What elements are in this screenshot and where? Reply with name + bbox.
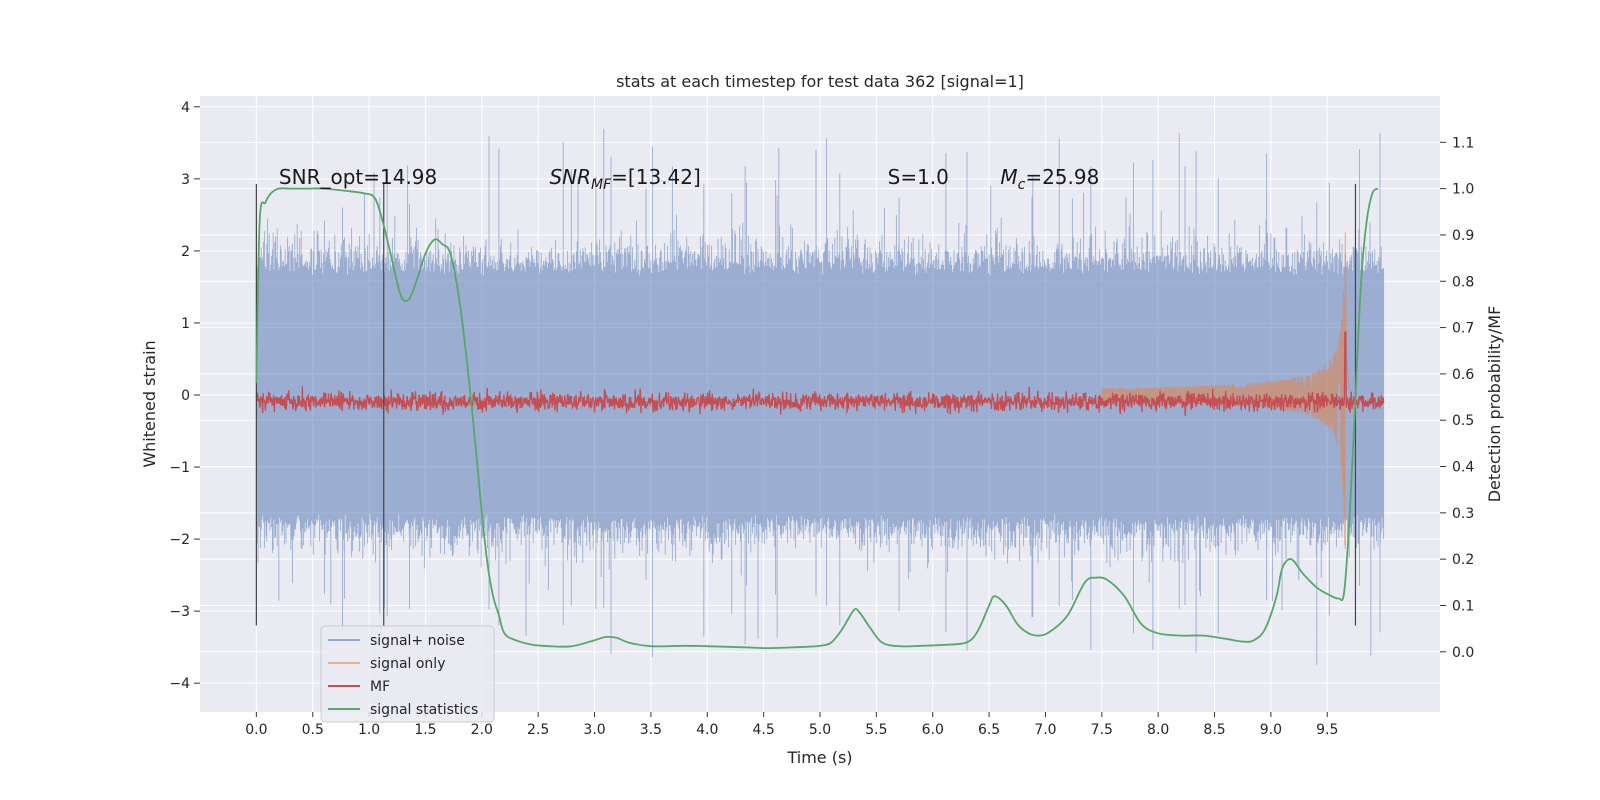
x-tick-label-0: 0.0 bbox=[245, 722, 267, 738]
y-tick-label-1: 3 bbox=[181, 172, 190, 188]
annotation-3: Mc=25.98 bbox=[1000, 165, 1099, 193]
x-tick-label-17: 8.5 bbox=[1203, 722, 1225, 738]
x-tick-label-10: 5.0 bbox=[809, 722, 831, 738]
y2-tick-label-8: 0.3 bbox=[1452, 506, 1474, 522]
x-tick-label-19: 9.5 bbox=[1316, 722, 1338, 738]
y-tick-label-8: −4 bbox=[169, 676, 190, 692]
y-tick-label-3: 1 bbox=[181, 316, 190, 332]
signal-statistics-line bbox=[255, 187, 1379, 650]
x-tick-label-8: 4.0 bbox=[696, 722, 718, 738]
y2-tick-label-10: 0.1 bbox=[1452, 598, 1474, 614]
annotation-1-subscript: MF bbox=[591, 177, 612, 193]
y2-axis-ticks: 1.1 1.0 0.9 0.8 0.7 0.6 0.5 0.4 0.3 0.2 0.1 0.0 bbox=[1440, 135, 1474, 661]
y-tick-label-4: 0 bbox=[181, 388, 190, 404]
y2-tick-label-11: 0.0 bbox=[1452, 645, 1474, 661]
annotation-2: S=1.0 bbox=[888, 165, 949, 189]
y-tick-label-5: −1 bbox=[169, 460, 190, 476]
y-tick-label-6: −2 bbox=[169, 532, 190, 548]
y2-axis-label: Detection probability/MF bbox=[1485, 306, 1504, 503]
x-tick-label-16: 8.0 bbox=[1147, 722, 1169, 738]
x-tick-label-7: 3.5 bbox=[640, 722, 662, 738]
annotation-3-subscript: c bbox=[1018, 177, 1026, 193]
annotation-1: SNRMF=[13.42] bbox=[549, 165, 700, 193]
annotation-0-main: SNR_opt=14.98 bbox=[279, 165, 437, 189]
x-tick-label-1: 0.5 bbox=[302, 722, 324, 738]
legend-label-signal-noise: signal+ noise bbox=[370, 633, 465, 649]
annotation-3-value: =25.98 bbox=[1025, 165, 1099, 189]
x-tick-label-12: 6.0 bbox=[922, 722, 944, 738]
legend-label-signal-statistics: signal statistics bbox=[370, 702, 478, 718]
annotation-2-main: S bbox=[888, 165, 901, 189]
y-tick-label-0: 4 bbox=[181, 100, 190, 116]
series-signal-statistics bbox=[255, 187, 1379, 650]
y-axis-ticks: 4 3 2 1 0 −1 −2 −3 −4 bbox=[169, 100, 200, 692]
y-axis-label: Whitened strain bbox=[140, 340, 159, 467]
annotation-1-main: SNR bbox=[549, 165, 591, 189]
annotation-2-value: =1.0 bbox=[900, 165, 949, 189]
y2-tick-label-2: 0.9 bbox=[1452, 228, 1474, 244]
y2-tick-label-5: 0.6 bbox=[1452, 367, 1474, 383]
x-tick-label-2: 1.0 bbox=[358, 722, 380, 738]
x-tick-label-14: 7.0 bbox=[1034, 722, 1056, 738]
x-tick-label-4: 2.0 bbox=[471, 722, 493, 738]
y2-tick-label-9: 0.2 bbox=[1452, 552, 1474, 568]
series-mf bbox=[255, 331, 1385, 417]
x-tick-label-6: 3.0 bbox=[583, 722, 605, 738]
annotations: SNR_opt=14.98 SNRMF=[13.42] S=1.0 Mc=25.98 bbox=[279, 165, 1099, 193]
legend-label-mf: MF bbox=[370, 679, 390, 695]
y2-tick-label-1: 1.0 bbox=[1452, 182, 1474, 198]
annotation-0: SNR_opt=14.98 bbox=[279, 165, 437, 189]
y2-tick-label-3: 0.8 bbox=[1452, 274, 1474, 290]
x-tick-label-11: 5.5 bbox=[865, 722, 887, 738]
y2-tick-label-0: 1.1 bbox=[1452, 135, 1474, 151]
x-tick-label-13: 6.5 bbox=[978, 722, 1000, 738]
x-tick-label-9: 4.5 bbox=[753, 722, 775, 738]
x-axis-label: Time (s) bbox=[786, 748, 852, 767]
y-tick-label-7: −3 bbox=[169, 604, 190, 620]
annotation-1-value: =[13.42] bbox=[611, 165, 701, 189]
legend-label-signal-only: signal only bbox=[370, 656, 445, 672]
mf-line bbox=[255, 331, 1385, 417]
y2-tick-label-4: 0.7 bbox=[1452, 321, 1474, 337]
x-tick-label-18: 9.0 bbox=[1260, 722, 1282, 738]
x-tick-label-3: 1.5 bbox=[414, 722, 436, 738]
y2-tick-label-7: 0.4 bbox=[1452, 460, 1474, 476]
x-tick-label-5: 2.5 bbox=[527, 722, 549, 738]
legend: signal+ noise signal only MF signal stat… bbox=[320, 625, 495, 723]
chart-title: stats at each timestep for test data 362… bbox=[616, 72, 1024, 91]
y2-tick-label-6: 0.5 bbox=[1452, 413, 1474, 429]
x-tick-label-15: 7.5 bbox=[1091, 722, 1113, 738]
x-axis-ticks: 0.0 0.5 1.0 1.5 2.0 2.5 3.0 3.5 4.0 4.5 5.0 5.5 6.0 6… bbox=[245, 712, 1338, 738]
legend-box bbox=[320, 625, 495, 723]
y-tick-label-2: 2 bbox=[181, 244, 190, 260]
annotation-3-main: M bbox=[1000, 165, 1017, 189]
